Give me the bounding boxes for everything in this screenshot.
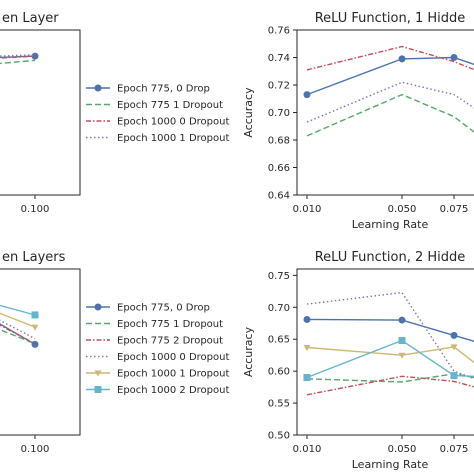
y-tick-label: 0.65 (268, 335, 290, 346)
series-line-5 (306, 346, 474, 364)
data-point (450, 331, 458, 339)
series-group (303, 291, 474, 396)
legend-marker (94, 386, 102, 393)
series-group (0, 52, 39, 65)
y-tick-label: 0.55 (268, 399, 290, 410)
data-point (303, 315, 311, 323)
panel-title: ReLU Function, 2 Hidde (315, 250, 466, 265)
y-tick-label: 0.70 (268, 108, 290, 119)
panel-bottom-right: ReLU Function, 2 Hidde 0.010 0.050 0.075 0.5… (242, 250, 474, 471)
series-line-6 (0, 304, 36, 316)
y-axis-label: Accuracy (242, 87, 255, 138)
series-line-1 (306, 318, 474, 343)
legend-marker (94, 84, 102, 92)
data-point (31, 311, 39, 319)
y-axis-label: Accuracy (242, 326, 255, 377)
panel-top-left: en Layer 0.100 Epoch 775, 0 Drop Epoch 775 … (0, 11, 229, 215)
data-point (398, 55, 406, 63)
series-line-2 (306, 372, 474, 383)
legend-label: Epoch 775 2 Dropout (117, 336, 223, 347)
x-tick-label: 0.010 (293, 204, 322, 215)
data-point (450, 372, 458, 380)
plot-area (0, 29, 81, 196)
panel-title: en Layer (2, 11, 59, 26)
legend-label: Epoch 775 1 Dropout (117, 100, 223, 111)
panel-top-right: ReLU Function, 1 Hidde 0.010 0.050 0.075 0.6… (242, 11, 474, 231)
y-tick-label: 0.66 (268, 163, 290, 174)
y-tick-label: 0.68 (268, 136, 290, 147)
x-tick-label: 0.100 (21, 444, 50, 455)
y-tick-label: 0.70 (268, 303, 290, 314)
data-point (398, 337, 406, 345)
panel-title: ReLU Function, 1 Hidde (315, 11, 466, 26)
data-point (303, 374, 311, 382)
y-tick-label: 0.74 (268, 53, 290, 64)
x-axis-label: Learning Rate (352, 218, 429, 231)
data-point (398, 352, 406, 359)
data-point (31, 340, 39, 348)
legend-label: Epoch 1000 1 Dropout (117, 369, 229, 380)
legend: Epoch 775, 0 Drop Epoch 775 1 Dropout Epoc… (86, 303, 229, 396)
panel-title: en Layers (2, 250, 66, 265)
data-point (303, 345, 311, 352)
y-tick-label: 0.64 (268, 191, 290, 202)
legend-label: Epoch 775 1 Dropout (117, 319, 223, 330)
x-tick-label: 0.100 (21, 204, 50, 215)
series-line-3 (306, 375, 474, 396)
series-line-2 (306, 93, 474, 137)
data-point (450, 344, 458, 351)
y-tick-label: 0.76 (268, 26, 290, 37)
y-tick-label: 0.60 (268, 367, 290, 378)
x-tick-label: 0.050 (388, 204, 417, 215)
data-point (450, 54, 458, 61)
y-tick-label: 0.75 (268, 271, 290, 282)
series-line-2 (0, 328, 36, 345)
plot-area (296, 29, 474, 196)
series-group (0, 304, 39, 348)
series-line-1 (306, 56, 474, 96)
plot-area (296, 268, 474, 436)
legend-label: Epoch 1000 2 Dropout (117, 385, 229, 396)
series-line-5 (0, 312, 36, 328)
x-tick-label: 0.050 (388, 444, 417, 455)
x-axis-label: Learning Rate (352, 458, 429, 471)
legend-label: Epoch 1000 0 Dropout (117, 352, 229, 363)
x-tick-label: 0.075 (440, 444, 469, 455)
legend-marker (94, 370, 102, 377)
legend-marker (94, 303, 102, 311)
series-line-6 (306, 339, 474, 379)
legend-label: Epoch 1000 1 Dropout (117, 133, 229, 144)
data-point (31, 324, 39, 331)
x-tick-label: 0.075 (440, 204, 469, 215)
series-group (303, 45, 474, 137)
series-line-1 (0, 55, 36, 59)
legend-label: Epoch 775, 0 Drop (117, 84, 210, 95)
plot-area (0, 268, 81, 436)
y-tick-label: 0.50 (268, 431, 290, 442)
data-point (303, 91, 311, 99)
legend-label: Epoch 775, 0 Drop (117, 303, 210, 314)
data-point (398, 316, 406, 324)
legend-label: Epoch 1000 0 Dropout (117, 117, 229, 128)
y-tick-label: 0.72 (268, 81, 290, 92)
legend: Epoch 775, 0 Drop Epoch 775 1 Dropout Epoc… (86, 84, 229, 144)
x-tick-label: 0.010 (293, 444, 322, 455)
series-line-3 (0, 324, 36, 345)
